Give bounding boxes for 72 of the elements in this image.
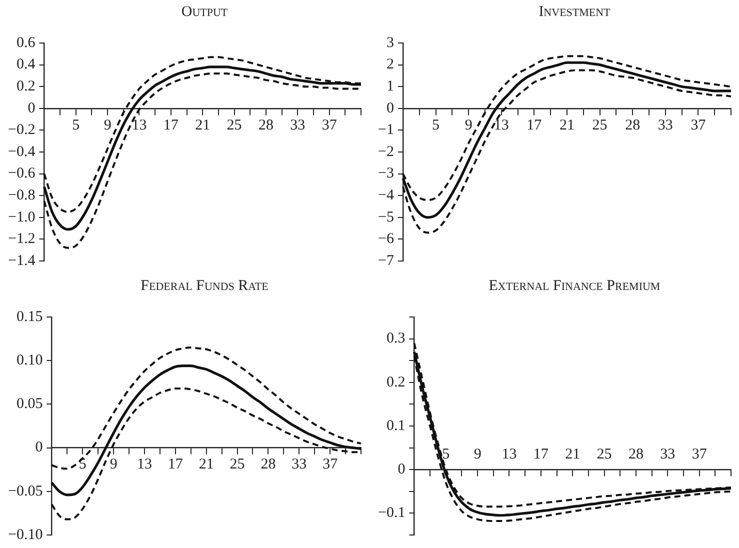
y-tick-label: −1.2	[8, 231, 36, 248]
y-tick-label: 0	[35, 440, 43, 456]
x-tick-label: 28	[625, 117, 640, 134]
y-tick-label: −0.8	[8, 188, 36, 204]
chart-title: Federal Funds Rate	[140, 278, 270, 295]
chart-title: Output	[180, 4, 229, 21]
x-tick-label: 28	[258, 117, 274, 134]
y-tick-label: −5	[378, 209, 394, 226]
x-tick-label: 21	[195, 117, 210, 134]
x-tick-label: 21	[559, 117, 574, 134]
y-tick-label: −0.1	[378, 505, 406, 522]
chart-title: External Finance Premium	[488, 278, 662, 295]
y-tick-label: 0.05	[16, 396, 43, 412]
y-tick-label: −0.05	[8, 483, 43, 500]
y-tick-label: −7	[378, 252, 394, 269]
y-tick-label: 0.15	[16, 308, 43, 325]
x-tick-label: 5	[72, 117, 80, 134]
x-tick-label: 25	[230, 456, 245, 473]
y-tick-label: −0.10	[8, 526, 43, 543]
y-tick-label: −0.2	[8, 122, 36, 138]
x-tick-label: 25	[596, 446, 612, 463]
y-tick-label: −1.0	[8, 209, 36, 226]
x-tick-label: 33	[660, 446, 676, 463]
y-tick-label: 3	[386, 34, 394, 51]
x-tick-label: 13	[502, 446, 517, 463]
y-tick-label: 0.4	[16, 56, 36, 73]
x-tick-label: 33	[292, 456, 307, 473]
y-tick-label: 0.6	[16, 34, 36, 51]
y-tick-label: −6	[378, 231, 394, 248]
x-tick-label: 17	[163, 117, 179, 134]
x-tick-label: 33	[290, 117, 306, 134]
x-tick-label: 9	[474, 446, 482, 463]
x-tick-label: 13	[494, 117, 509, 134]
y-tick-label: 2	[386, 56, 394, 73]
y-tick-label: 0.2	[16, 78, 36, 95]
y-tick-label: 0.10	[16, 352, 43, 369]
x-tick-label: 9	[110, 456, 118, 473]
y-tick-label: 1	[386, 78, 394, 95]
y-tick-label: −0.6	[8, 166, 36, 182]
x-tick-label: 37	[690, 117, 706, 134]
x-tick-label: 9	[104, 117, 112, 134]
x-tick-label: 28	[260, 456, 276, 473]
x-tick-label: 17	[533, 446, 549, 463]
x-tick-label: 37	[692, 446, 708, 463]
y-tick-label: 0	[398, 462, 406, 478]
x-tick-label: 21	[565, 446, 580, 463]
y-tick-label: 0	[386, 100, 394, 116]
y-tick-label: −4	[378, 188, 394, 204]
y-tick-label: −2	[378, 144, 394, 160]
y-tick-label: 0.1	[386, 418, 406, 434]
x-tick-label: 17	[168, 456, 184, 473]
x-tick-label: 13	[136, 456, 152, 473]
y-tick-label: 0.2	[386, 374, 406, 390]
y-tick-label: −1.4	[8, 252, 36, 269]
x-tick-label: 17	[526, 117, 542, 134]
x-tick-label: 25	[226, 117, 242, 134]
x-tick-label: 9	[464, 117, 472, 134]
x-tick-label: 5	[442, 446, 450, 463]
x-tick-label: 25	[592, 117, 608, 134]
y-tick-label: −0.4	[8, 144, 36, 160]
x-tick-label: 5	[432, 117, 440, 134]
x-tick-label: 37	[322, 456, 338, 473]
y-tick-label: 0	[28, 100, 36, 116]
chart-title: Investment	[538, 4, 612, 21]
x-tick-label: 13	[132, 117, 147, 134]
x-tick-label: 28	[628, 446, 644, 463]
y-tick-label: −1	[378, 122, 394, 138]
x-tick-label: 33	[658, 117, 673, 134]
x-tick-label: 37	[322, 117, 338, 134]
x-tick-label: 21	[198, 456, 214, 473]
y-tick-label: −3	[378, 166, 394, 182]
y-tick-label: 0.3	[386, 330, 406, 347]
